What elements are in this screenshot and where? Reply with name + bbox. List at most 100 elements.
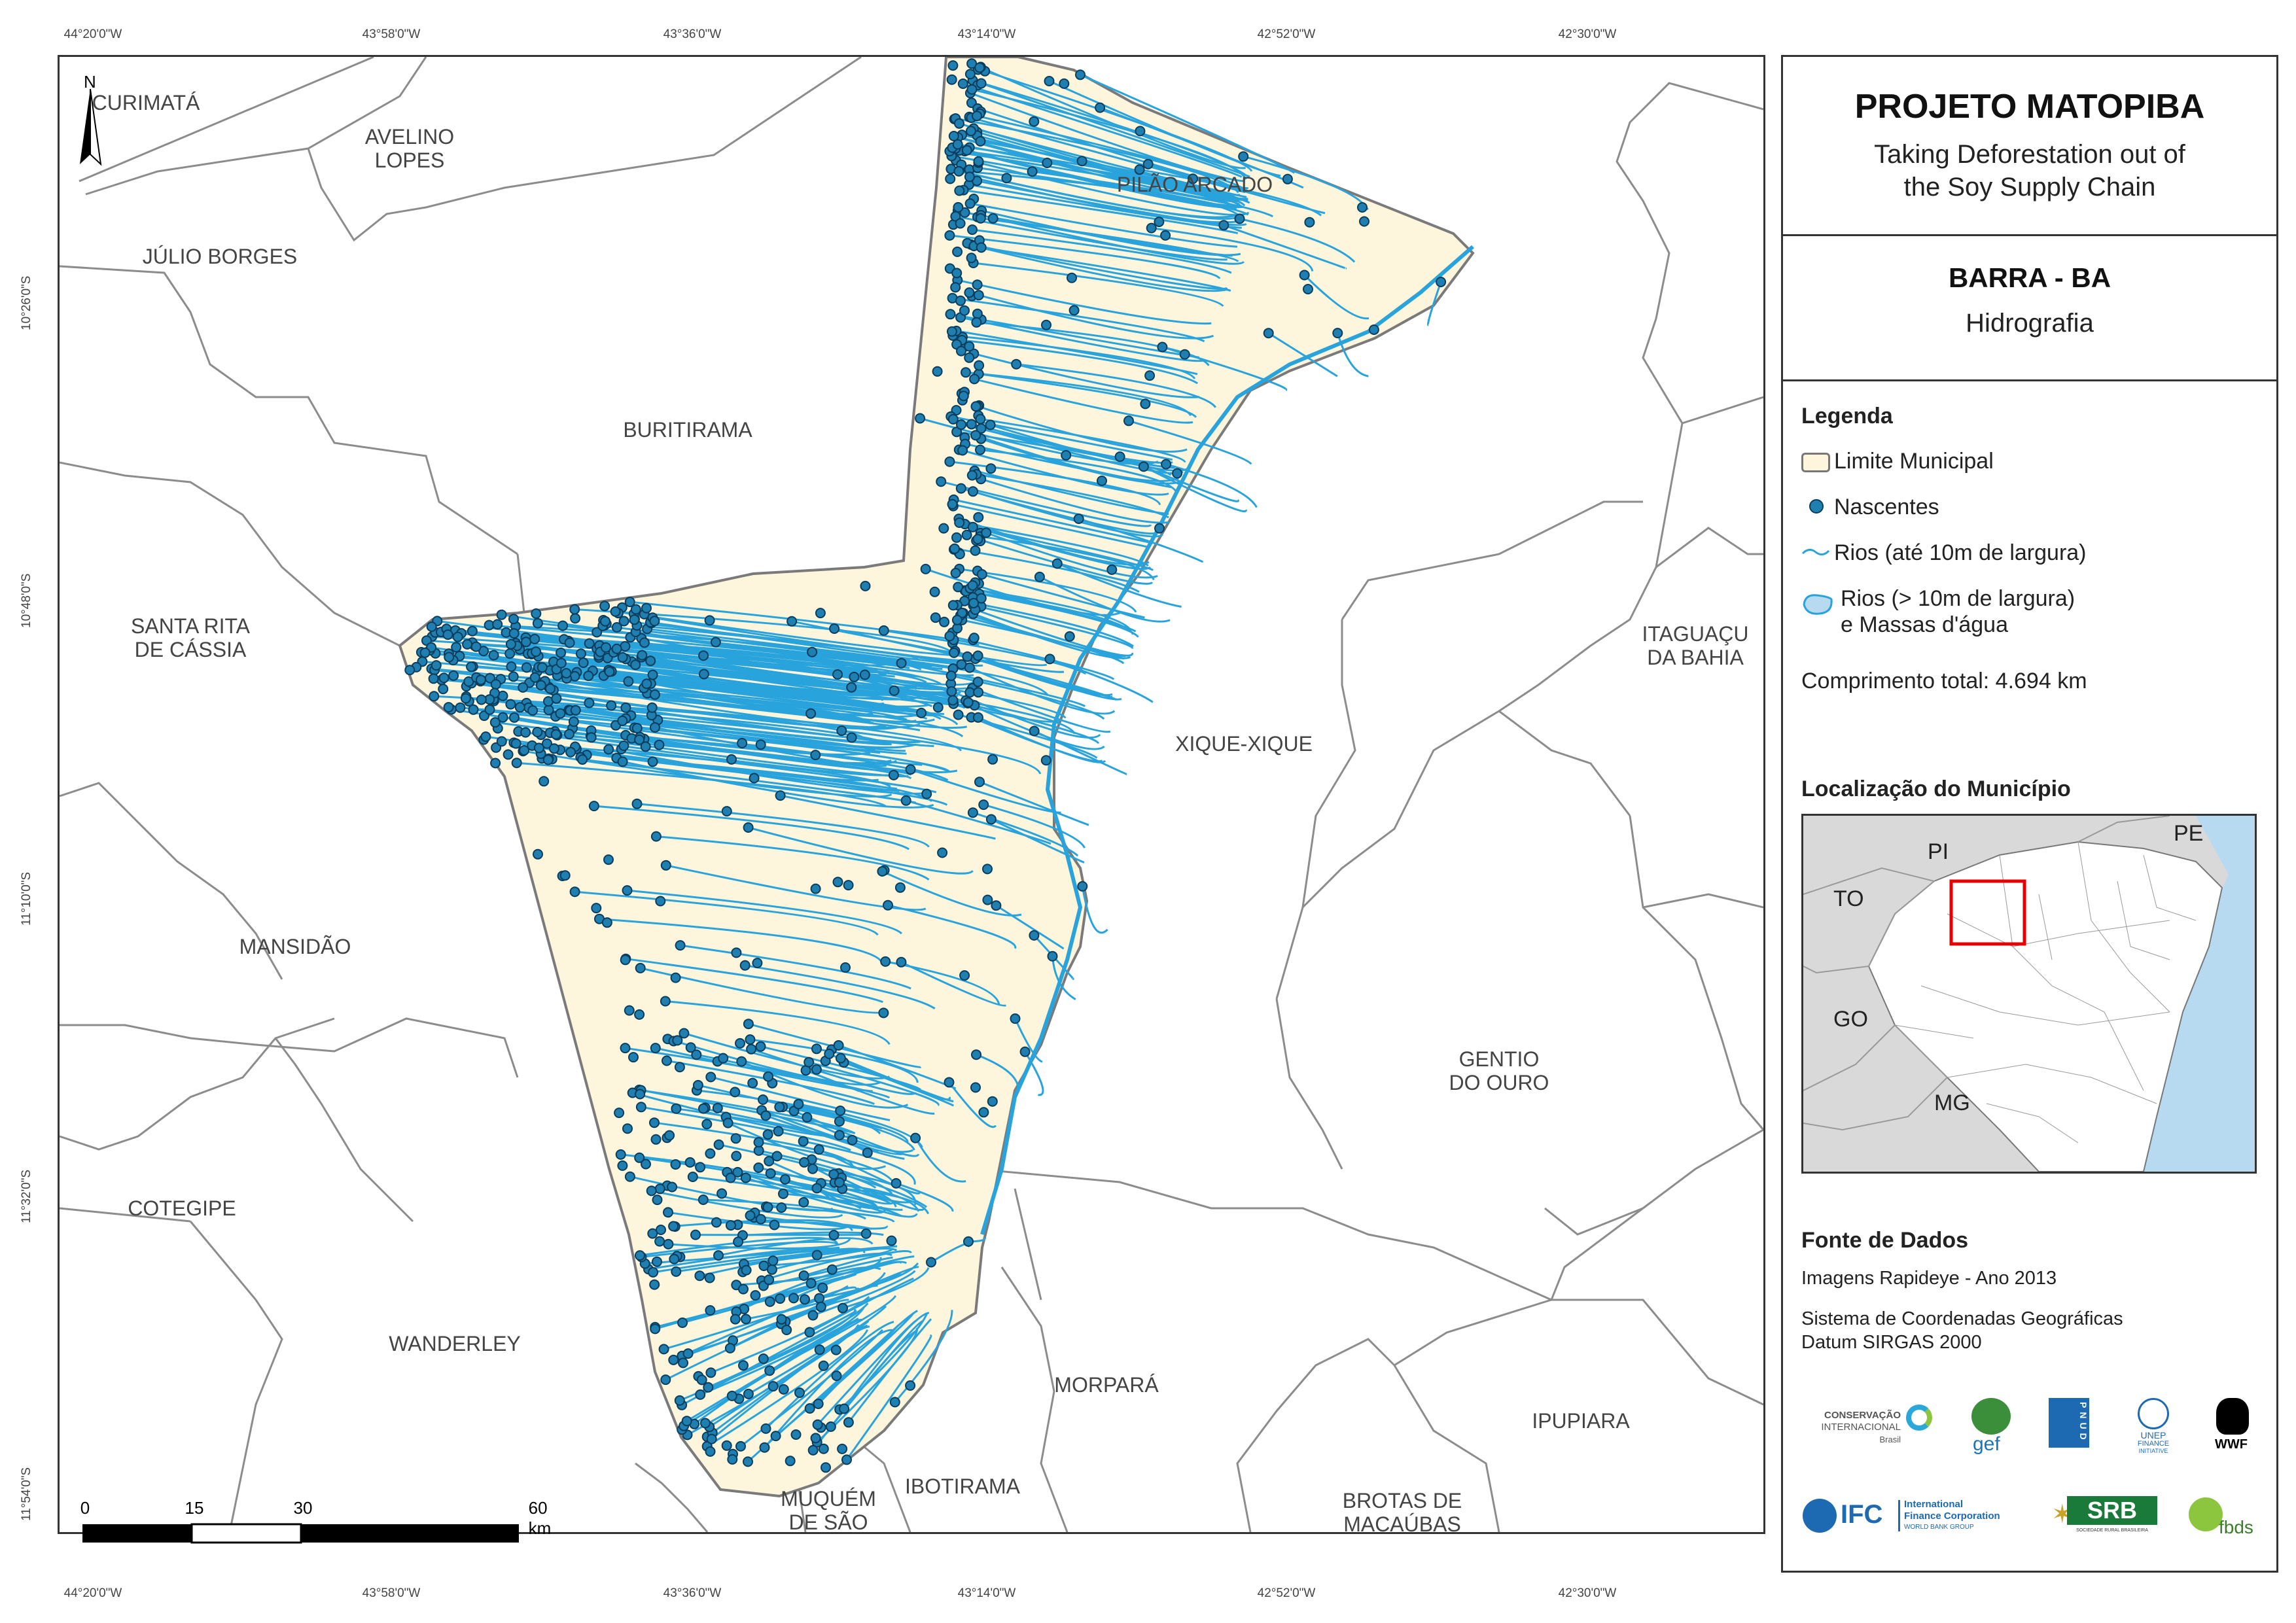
lon-label: 43°36'0"W: [663, 27, 722, 41]
spring-point: [521, 662, 532, 673]
spring-point: [817, 1282, 828, 1293]
spring-point: [810, 1433, 821, 1444]
spring-point: [805, 708, 817, 719]
spring-point: [705, 1148, 716, 1159]
river-segment: [637, 803, 930, 848]
spring-point: [713, 1250, 724, 1261]
lat-label: 10°26'0"S: [20, 275, 33, 330]
spring-point: [889, 685, 900, 696]
spring-point: [631, 723, 643, 734]
spring-point: [1077, 881, 1088, 892]
map-frame[interactable]: CURIMATÁ AVELINO LOPES JÚLIO BORGES PILÃ…: [58, 55, 1765, 1534]
spring-point: [975, 213, 986, 224]
spring-point: [637, 650, 648, 661]
spring-point: [985, 463, 997, 474]
spring-point: [690, 1229, 701, 1240]
spring-point: [833, 1040, 844, 1051]
spring-point: [650, 1043, 661, 1054]
river-segment: [960, 316, 1203, 362]
label-brotas: BROTAS DE MACAÚBAS: [1342, 1489, 1462, 1534]
spring-point: [727, 1454, 738, 1465]
river-segment: [1151, 227, 1314, 271]
spring-point: [650, 1323, 661, 1335]
spring-point: [726, 754, 737, 765]
spring-point: [622, 885, 633, 896]
spring-point: [1303, 284, 1313, 294]
river-segment: [803, 1140, 916, 1185]
spring-point: [954, 118, 964, 129]
spring-point: [920, 563, 931, 574]
spring-point: [431, 660, 442, 671]
spring-point: [639, 637, 650, 648]
spring-point: [647, 669, 658, 680]
spring-point: [763, 1071, 774, 1082]
spring-point: [656, 1225, 666, 1235]
fbds-logo: fbds: [2189, 1493, 2261, 1546]
spring-point: [462, 638, 473, 650]
spring-point: [448, 670, 459, 681]
river-segment: [980, 140, 1250, 204]
spring-point: [622, 1123, 633, 1134]
spring-point: [537, 662, 548, 673]
spring-point: [957, 445, 968, 456]
map-legend-panel: PROJETO MATOPIBA Taking Deforestation ou…: [1781, 55, 2278, 1573]
river-segment: [1148, 163, 1326, 215]
title-block: PROJETO MATOPIBA Taking Deforestation ou…: [1783, 57, 2276, 236]
spring-point: [964, 69, 976, 80]
spring-point: [952, 139, 963, 150]
spring-point: [915, 413, 926, 424]
spring-point: [721, 1440, 732, 1451]
ci-mark-icon: [1906, 1405, 1932, 1431]
spring-point: [1075, 69, 1086, 80]
spring-point: [1047, 951, 1058, 962]
river-segment: [809, 1312, 915, 1410]
spring-point: [815, 1301, 826, 1312]
river-segment: [961, 612, 1126, 657]
spring-point: [955, 218, 966, 229]
spring-point: [973, 290, 984, 301]
spring-point: [973, 156, 984, 167]
spring-point: [1034, 571, 1045, 582]
spring-point: [1040, 755, 1051, 766]
spring-point: [828, 1230, 839, 1240]
spring-point: [470, 641, 482, 652]
spring-point: [937, 847, 948, 858]
river-segment: [683, 1032, 891, 1080]
legend-item-limite: Limite Municipal: [1801, 442, 2259, 488]
spring-point: [896, 956, 907, 968]
river-segment: [771, 1248, 898, 1271]
spring-point: [718, 1053, 729, 1064]
river-segment: [513, 675, 908, 721]
spring-point: [964, 662, 975, 673]
spring-point: [1134, 164, 1145, 175]
river-segment: [972, 687, 1111, 733]
spring-point: [813, 1144, 824, 1155]
total-length: Comprimento total: 4.694 km: [1801, 669, 2087, 693]
spring-point: [532, 727, 543, 737]
spring-point: [968, 486, 978, 497]
spring-point: [973, 512, 984, 523]
river-segment: [665, 1000, 891, 1045]
river-segment: [710, 1075, 891, 1121]
river-segment: [667, 1038, 881, 1086]
legend-label: Rios (> 10m de largura): [1841, 586, 2075, 611]
lon-label: 43°14'0"W: [957, 1586, 1016, 1600]
spring-point: [1304, 217, 1315, 228]
spring-point: [646, 702, 658, 713]
river-segment: [665, 864, 927, 911]
river-segment: [894, 689, 1076, 735]
spring-point: [947, 60, 959, 71]
globe-icon: [1971, 1398, 2011, 1435]
spring-point: [650, 722, 660, 733]
lon-label: 42°52'0"W: [1257, 27, 1316, 41]
spring-point: [846, 682, 857, 693]
river-segment: [900, 961, 1007, 1007]
wwf-logo: WWF: [2208, 1398, 2261, 1457]
spring-point: [961, 145, 972, 156]
spring-point: [743, 1456, 753, 1467]
spring-point: [604, 666, 615, 677]
spring-point: [646, 1185, 657, 1196]
river-segment: [628, 680, 959, 725]
lon-label: 44°20'0"W: [63, 1586, 122, 1600]
river-segment: [953, 699, 1100, 744]
